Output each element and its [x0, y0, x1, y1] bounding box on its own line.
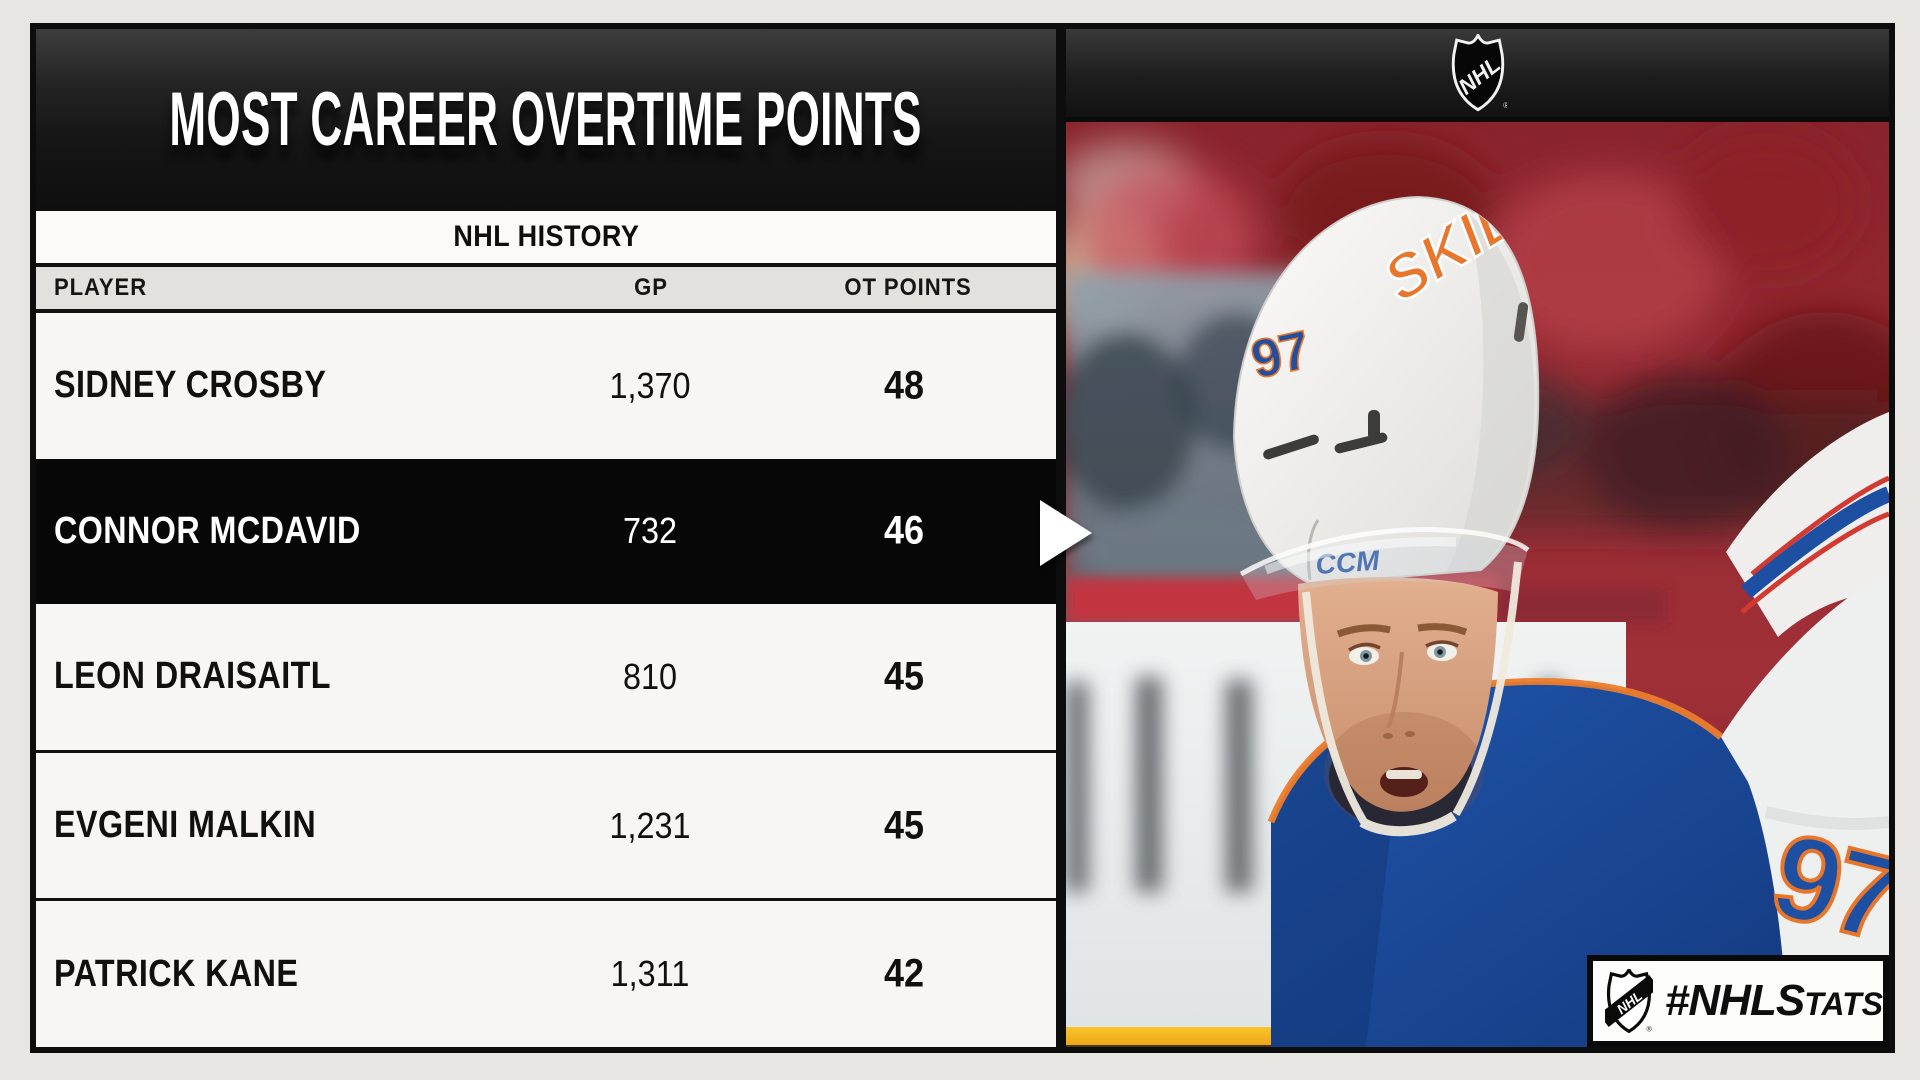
player-name: SIDNEY CROSBY: [54, 364, 327, 407]
eyebrow: [1336, 624, 1391, 638]
player-name: EVGENI MALKIN: [54, 804, 317, 847]
registered-mark: ®: [1503, 100, 1507, 110]
helmet-vents: [1263, 302, 1529, 604]
photo-panel: NHL ®: [1066, 29, 1889, 1047]
graphic-card: MOST CAREER OVERTIME POINTS NHL HISTORY …: [30, 23, 1895, 1053]
registered-mark: ®: [1647, 1024, 1653, 1033]
subtitle-band: NHL HISTORY: [36, 211, 1056, 263]
player-name: PATRICK KANE: [54, 952, 299, 995]
player-gp: 732: [622, 510, 678, 552]
eyebrow: [1417, 623, 1468, 636]
player-ot-points: 46: [883, 508, 925, 553]
face: [1298, 577, 1498, 832]
player-photo: 97 97 SKIL: [1066, 122, 1889, 1047]
highlight-arrow-icon: [1040, 500, 1092, 566]
player-ot-points: 45: [883, 803, 925, 848]
player-gp: 1,231: [609, 804, 691, 846]
page-title: MOST CAREER OVERTIME POINTS: [169, 77, 923, 162]
column-header-player: PLAYER: [54, 274, 148, 301]
player-gp: 810: [622, 655, 678, 697]
table-row: LEON DRAISAITL 810 45: [36, 604, 1056, 750]
jersey-shoulder-trim: [1726, 412, 1889, 637]
player-ot-points: 45: [883, 654, 925, 699]
nhl-stats-badge: NHL ® #NHLS TATS: [1587, 955, 1889, 1047]
player-gp: 1,370: [609, 364, 691, 406]
player-name: CONNOR MCDAVID: [54, 509, 361, 552]
photo-scene: 97 97 SKIL: [1066, 122, 1889, 1047]
badge-label: #NHLS TATS: [1665, 976, 1883, 1026]
player-ot-points: 42: [883, 951, 925, 996]
nhl-shield-icon: NHL ®: [1451, 34, 1507, 112]
title-band: MOST CAREER OVERTIME POINTS: [36, 29, 1056, 211]
chin-strap: [1302, 561, 1522, 837]
table-row: PATRICK KANE 1,311 42: [36, 898, 1056, 1047]
column-header-gp: GP: [634, 274, 668, 301]
table-body: SIDNEY CROSBY 1,370 48 CONNOR MCDAVID 73…: [36, 313, 1056, 1047]
table-row: EVGENI MALKIN 1,231 45: [36, 749, 1056, 899]
nhl-shield-icon-black: NHL ®: [1605, 969, 1653, 1033]
badge-label-prefix: #NHLS: [1664, 976, 1805, 1025]
table-row: SIDNEY CROSBY 1,370 48: [36, 313, 1056, 459]
player-gp: 1,311: [610, 953, 690, 995]
helmet-number: 97: [1246, 320, 1313, 390]
teeth: [1386, 770, 1422, 779]
nhl-logo-band: NHL ®: [1066, 29, 1889, 122]
table-row-highlighted: CONNOR MCDAVID 732 46: [36, 458, 1056, 605]
badge-label-suffix: TATS: [1804, 986, 1883, 1022]
jersey-sleeve: 97: [1721, 574, 1889, 1047]
stats-panel: MOST CAREER OVERTIME POINTS NHL HISTORY …: [36, 29, 1066, 1047]
player-name: LEON DRAISAITL: [54, 655, 331, 698]
nose: [1386, 651, 1404, 729]
page-subtitle: NHL HISTORY: [453, 220, 639, 253]
column-header-ot-points: OT POINTS: [844, 274, 972, 301]
visor: [1239, 527, 1530, 600]
player-ot-points: 48: [883, 363, 925, 408]
table-header-row: PLAYER GP OT POINTS: [36, 263, 1056, 313]
